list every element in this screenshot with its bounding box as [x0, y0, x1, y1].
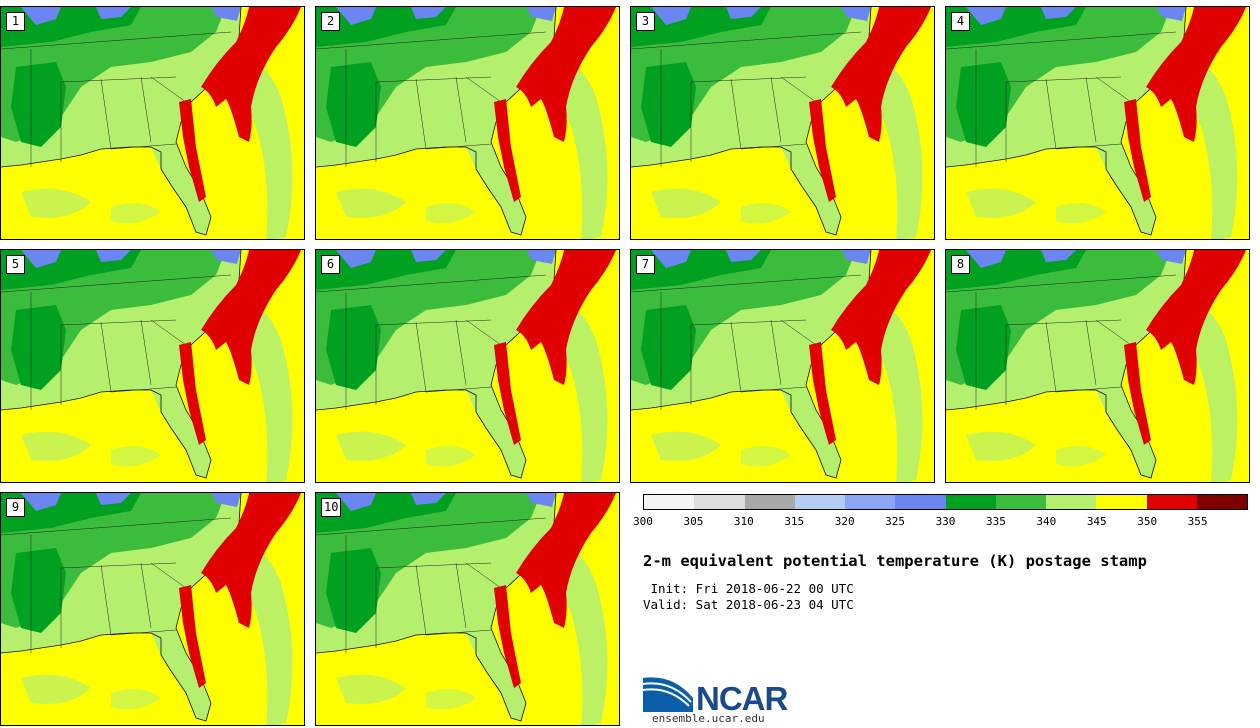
colorbar: [643, 494, 1248, 510]
map-5: [1, 250, 304, 482]
colorbar-segment-310: [744, 495, 795, 509]
map-10: [316, 493, 619, 725]
colorbar-segment-340: [1046, 495, 1097, 509]
colorbar-tick-label: 305: [683, 515, 704, 528]
map-2: [316, 7, 619, 239]
colorbar-segment-355: [1196, 495, 1247, 509]
ncar-logo-icon: [643, 677, 693, 712]
map-1: [1, 7, 304, 239]
colorbar-segment-320: [845, 495, 896, 509]
colorbar-segment-335: [995, 495, 1046, 509]
member-panel-1: 1: [0, 6, 305, 240]
colorbar-tick-label: 350: [1137, 515, 1158, 528]
member-panel-2: 2: [315, 6, 620, 240]
colorbar-tick-label: 300: [633, 515, 653, 528]
map-8: [946, 250, 1249, 482]
ncar-logo-text: NCAR: [696, 680, 788, 717]
colorbar-tick-label: 330: [935, 515, 956, 528]
member-panel-4: 4: [945, 6, 1250, 240]
member-label-9: 9: [6, 498, 25, 517]
member-panel-6: 6: [315, 249, 620, 483]
member-label-4: 4: [951, 12, 970, 31]
colorbar-segment-315: [794, 495, 845, 509]
colorbar-tick-label: 310: [733, 515, 754, 528]
member-label-2: 2: [321, 12, 340, 31]
colorbar-tick-label: 340: [1036, 515, 1057, 528]
colorbar-tick-label: 335: [985, 515, 1006, 528]
member-label-3: 3: [636, 12, 655, 31]
colorbar-ticks: 300 305 310 315 320 325 330 335 340 345 350 355: [633, 515, 1248, 529]
member-label-6: 6: [321, 255, 340, 274]
member-panel-9: 9: [0, 492, 305, 726]
member-label-8: 8: [951, 255, 970, 274]
colorbar-tick-label: 345: [1086, 515, 1107, 528]
map-9: [1, 493, 304, 725]
map-6: [316, 250, 619, 482]
colorbar-segment-325: [895, 495, 946, 509]
colorbar-segment-305: [694, 495, 745, 509]
init-time: Init: Fri 2018-06-22 00 UTC: [643, 581, 854, 596]
member-panel-3: 3: [630, 6, 935, 240]
map-4: [946, 7, 1249, 239]
colorbar-segment-345: [1096, 495, 1147, 509]
member-label-7: 7: [636, 255, 655, 274]
member-label-1: 1: [6, 12, 25, 31]
colorbar-segment-300: [644, 495, 695, 509]
member-panel-8: 8: [945, 249, 1250, 483]
colorbar-tick-label: 320: [834, 515, 855, 528]
member-panel-7: 7: [630, 249, 935, 483]
ensemble-url[interactable]: ensemble.ucar.edu: [652, 712, 765, 725]
colorbar-tick-label: 325: [885, 515, 906, 528]
member-label-5: 5: [6, 255, 25, 274]
colorbar-segment-330: [945, 495, 996, 509]
member-panel-5: 5: [0, 249, 305, 483]
colorbar-tick-label: 315: [784, 515, 805, 528]
page-title: 2-m equivalent potential temperature (K)…: [643, 552, 1147, 570]
valid-time: Valid: Sat 2018-06-23 04 UTC: [643, 597, 854, 612]
member-label-10: 10: [321, 498, 342, 517]
member-panel-10: 10: [315, 492, 620, 726]
colorbar-tick-label: 355: [1187, 515, 1208, 528]
map-7: [631, 250, 934, 482]
map-3: [631, 7, 934, 239]
colorbar-segment-350: [1146, 495, 1197, 509]
